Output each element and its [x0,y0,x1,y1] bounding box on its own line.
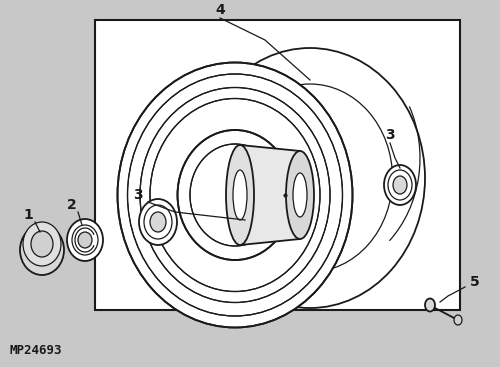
Ellipse shape [139,199,177,245]
Ellipse shape [144,205,172,239]
Polygon shape [240,145,300,245]
Bar [95,20,460,310]
Text: 5: 5 [470,275,480,289]
Ellipse shape [20,225,64,275]
Ellipse shape [425,298,435,312]
Text: 1: 1 [23,208,33,222]
Ellipse shape [31,231,53,257]
Ellipse shape [393,176,407,194]
Ellipse shape [118,62,352,327]
Text: 3: 3 [133,188,143,202]
Ellipse shape [233,170,247,220]
Text: MP24693: MP24693 [10,344,62,356]
Ellipse shape [195,48,425,308]
Text: 4: 4 [215,3,225,17]
Ellipse shape [293,173,307,217]
Ellipse shape [78,232,92,248]
Ellipse shape [454,315,462,325]
Ellipse shape [283,158,301,182]
Ellipse shape [286,151,314,239]
Ellipse shape [150,212,166,232]
Ellipse shape [388,170,412,200]
Ellipse shape [384,165,416,205]
Ellipse shape [228,84,392,272]
Ellipse shape [67,219,103,261]
Text: 3: 3 [385,128,395,142]
Text: 2: 2 [67,198,77,212]
Ellipse shape [72,225,98,255]
Ellipse shape [23,222,61,266]
Ellipse shape [226,145,254,245]
